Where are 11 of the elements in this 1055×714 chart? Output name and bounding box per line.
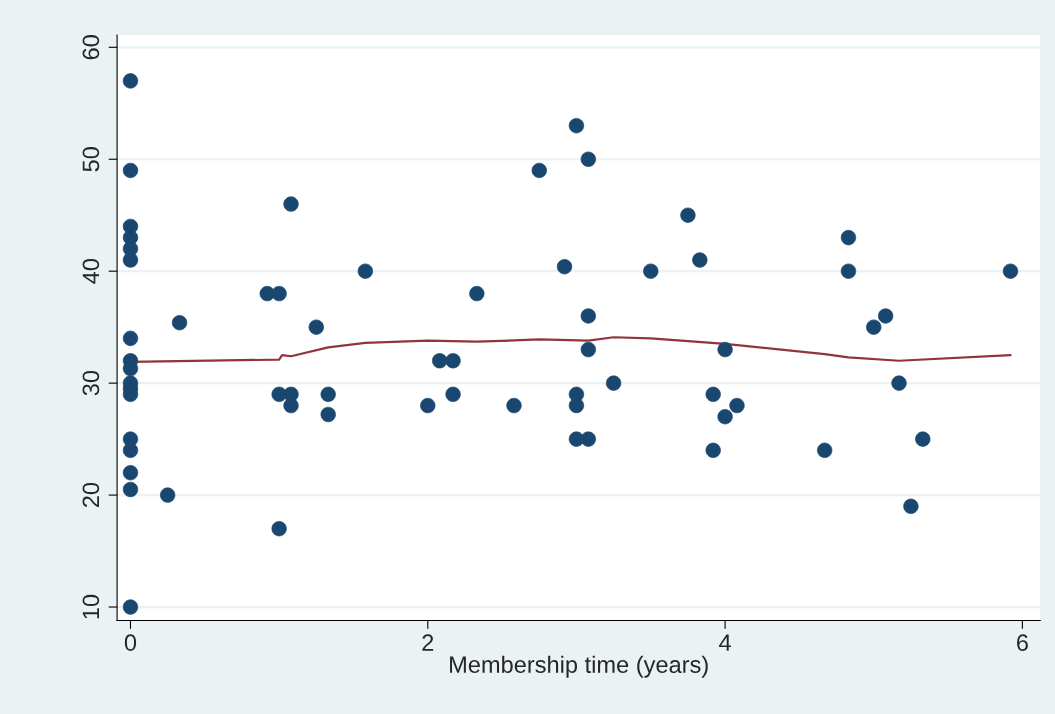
x-tick-label: 4 <box>719 634 731 651</box>
y-tick-label: 30 <box>82 370 100 396</box>
y-tick-label: 50 <box>82 147 100 172</box>
y-tick-label: 40 <box>82 258 100 284</box>
x-tick-label: 0 <box>124 634 137 651</box>
y-tick-label: 20 <box>82 482 100 508</box>
x-axis-title: Membership time (years) <box>450 655 708 678</box>
x-tick-label: 6 <box>1017 634 1028 651</box>
x-tick-label: 2 <box>422 634 434 651</box>
y-tick-label: 60 <box>82 35 100 60</box>
y-tick-label: 10 <box>82 594 100 619</box>
